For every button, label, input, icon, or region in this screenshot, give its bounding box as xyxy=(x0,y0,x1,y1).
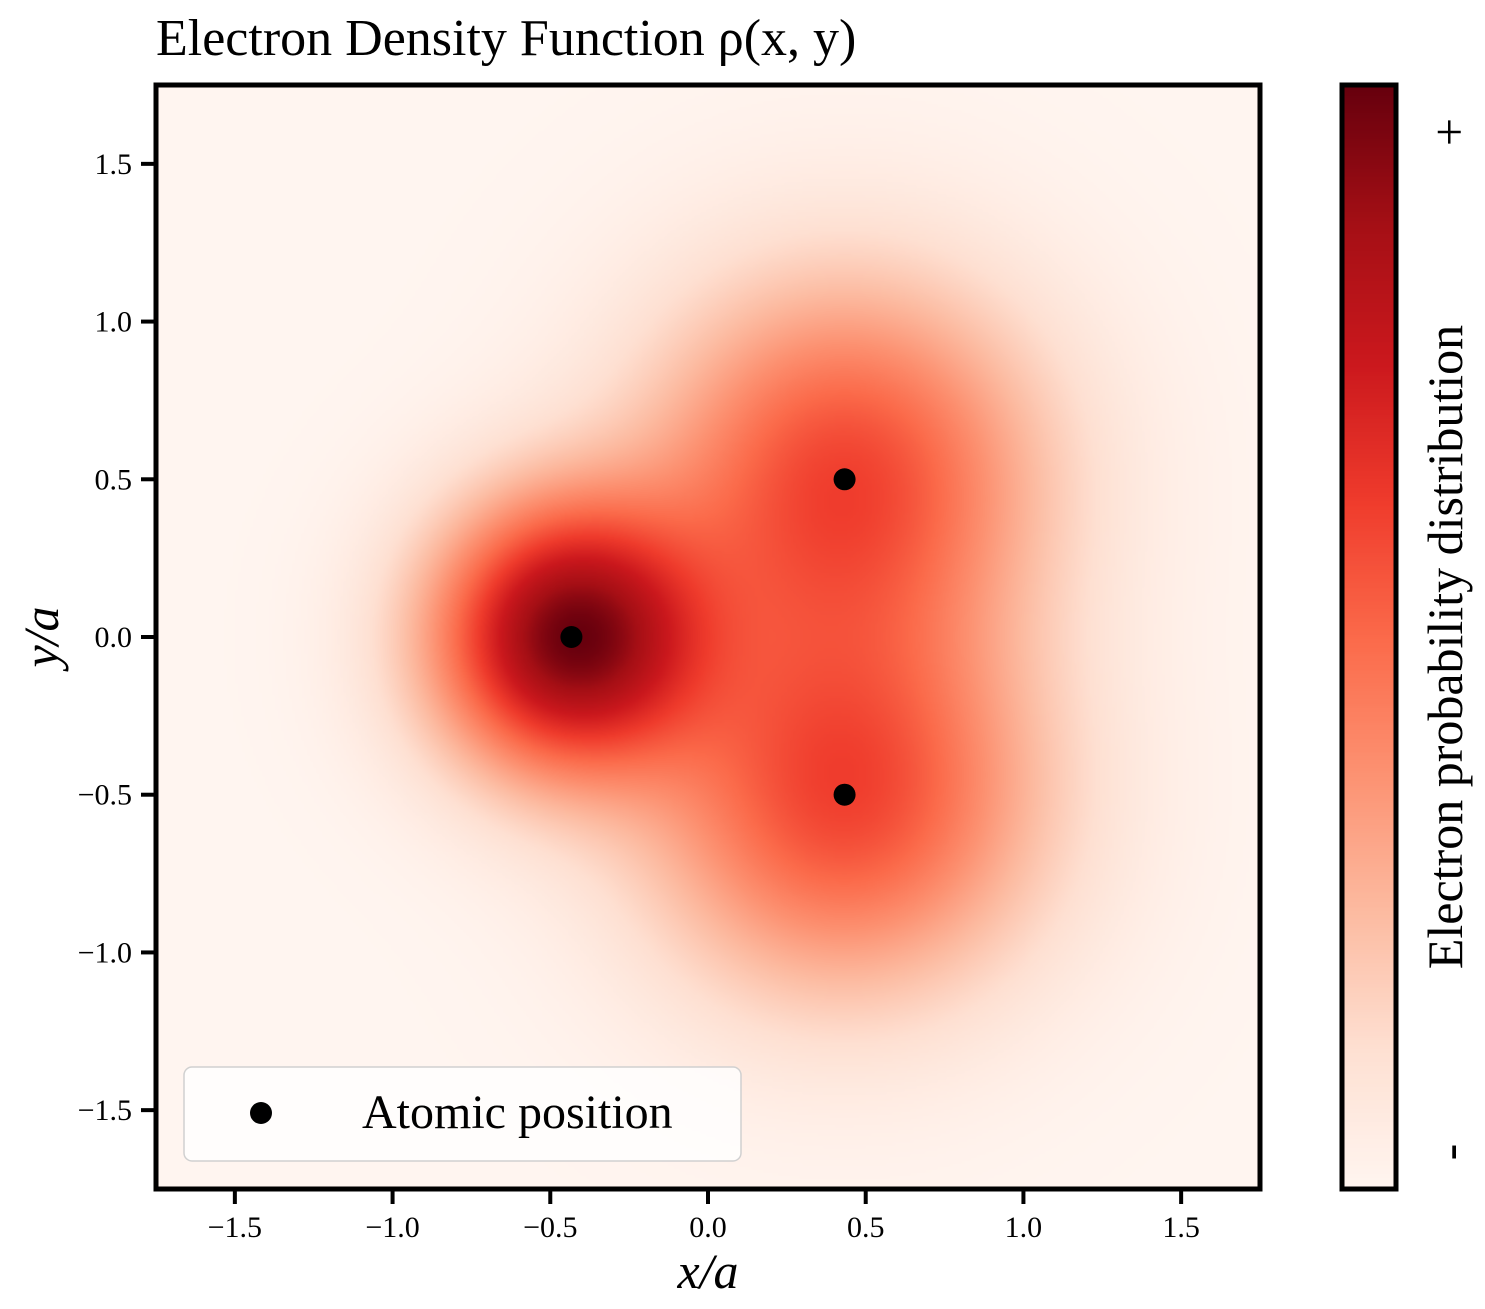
y-tick-label: −1.5 xyxy=(78,1094,132,1127)
legend-label: Atomic position xyxy=(362,1086,673,1139)
legend-marker xyxy=(250,1102,272,1124)
y-tick-label: 1.5 xyxy=(95,148,133,181)
atom-marker xyxy=(833,783,856,806)
x-tick-label: 0.0 xyxy=(689,1211,727,1244)
y-tick-label: 1.0 xyxy=(95,306,133,339)
colorbar-min-label: - xyxy=(1421,1144,1477,1161)
y-tick-label: −0.5 xyxy=(78,779,132,812)
y-tick-label: −1.0 xyxy=(78,936,132,969)
legend-box xyxy=(183,1066,742,1162)
y-tick-label: 0.5 xyxy=(95,463,133,496)
y-axis: 1.5 1.0 0.5 0.0 −0.5 −1.0 −1.5 xyxy=(78,148,156,1127)
colorbar-frame xyxy=(1339,82,1399,1192)
chart-title: Electron Density Function ρ(x, y) xyxy=(156,10,856,67)
x-axis: −1.5 −1.0 −0.5 0.0 0.5 1.0 1.5 xyxy=(208,1189,1200,1244)
atom-marker xyxy=(560,626,583,648)
x-tick-label: −1.0 xyxy=(365,1211,419,1244)
colorbar-label: Electron probability distribution xyxy=(1417,325,1473,969)
colorbar-gradient xyxy=(1342,85,1396,1189)
y-tick-label: 0.0 xyxy=(95,621,133,654)
y-axis-label: y/a xyxy=(13,606,69,672)
x-tick-label: 1.0 xyxy=(1005,1211,1043,1244)
atom-marker xyxy=(833,468,856,491)
x-tick-label: 0.5 xyxy=(847,1211,885,1244)
plot-frame xyxy=(153,82,1263,1192)
x-tick-label: −1.5 xyxy=(208,1211,262,1244)
colorbar-max-label: + xyxy=(1421,118,1477,146)
legend: Atomic position xyxy=(183,1066,742,1162)
density-heatmap xyxy=(156,85,1260,1189)
x-tick-label: −0.5 xyxy=(523,1211,577,1244)
x-axis-label: x/a xyxy=(676,1243,738,1299)
atom-markers xyxy=(560,468,856,806)
x-tick-label: 1.5 xyxy=(1162,1211,1200,1244)
